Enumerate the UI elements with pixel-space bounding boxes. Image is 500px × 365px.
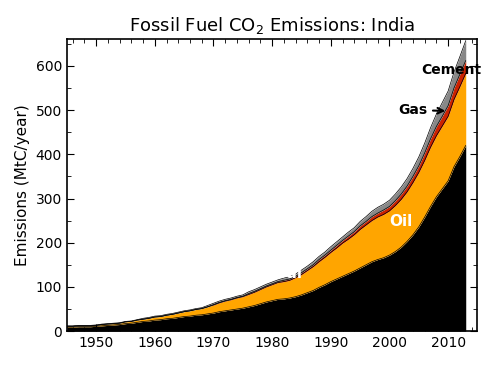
Text: Cement: Cement (422, 63, 482, 77)
Y-axis label: Emissions (MtC/year): Emissions (MtC/year) (15, 104, 30, 266)
Text: Oil: Oil (390, 214, 413, 229)
Text: Gas: Gas (398, 103, 443, 117)
Title: Fossil Fuel CO$_2$ Emissions: India: Fossil Fuel CO$_2$ Emissions: India (129, 15, 416, 36)
Text: Coal: Coal (266, 266, 302, 281)
